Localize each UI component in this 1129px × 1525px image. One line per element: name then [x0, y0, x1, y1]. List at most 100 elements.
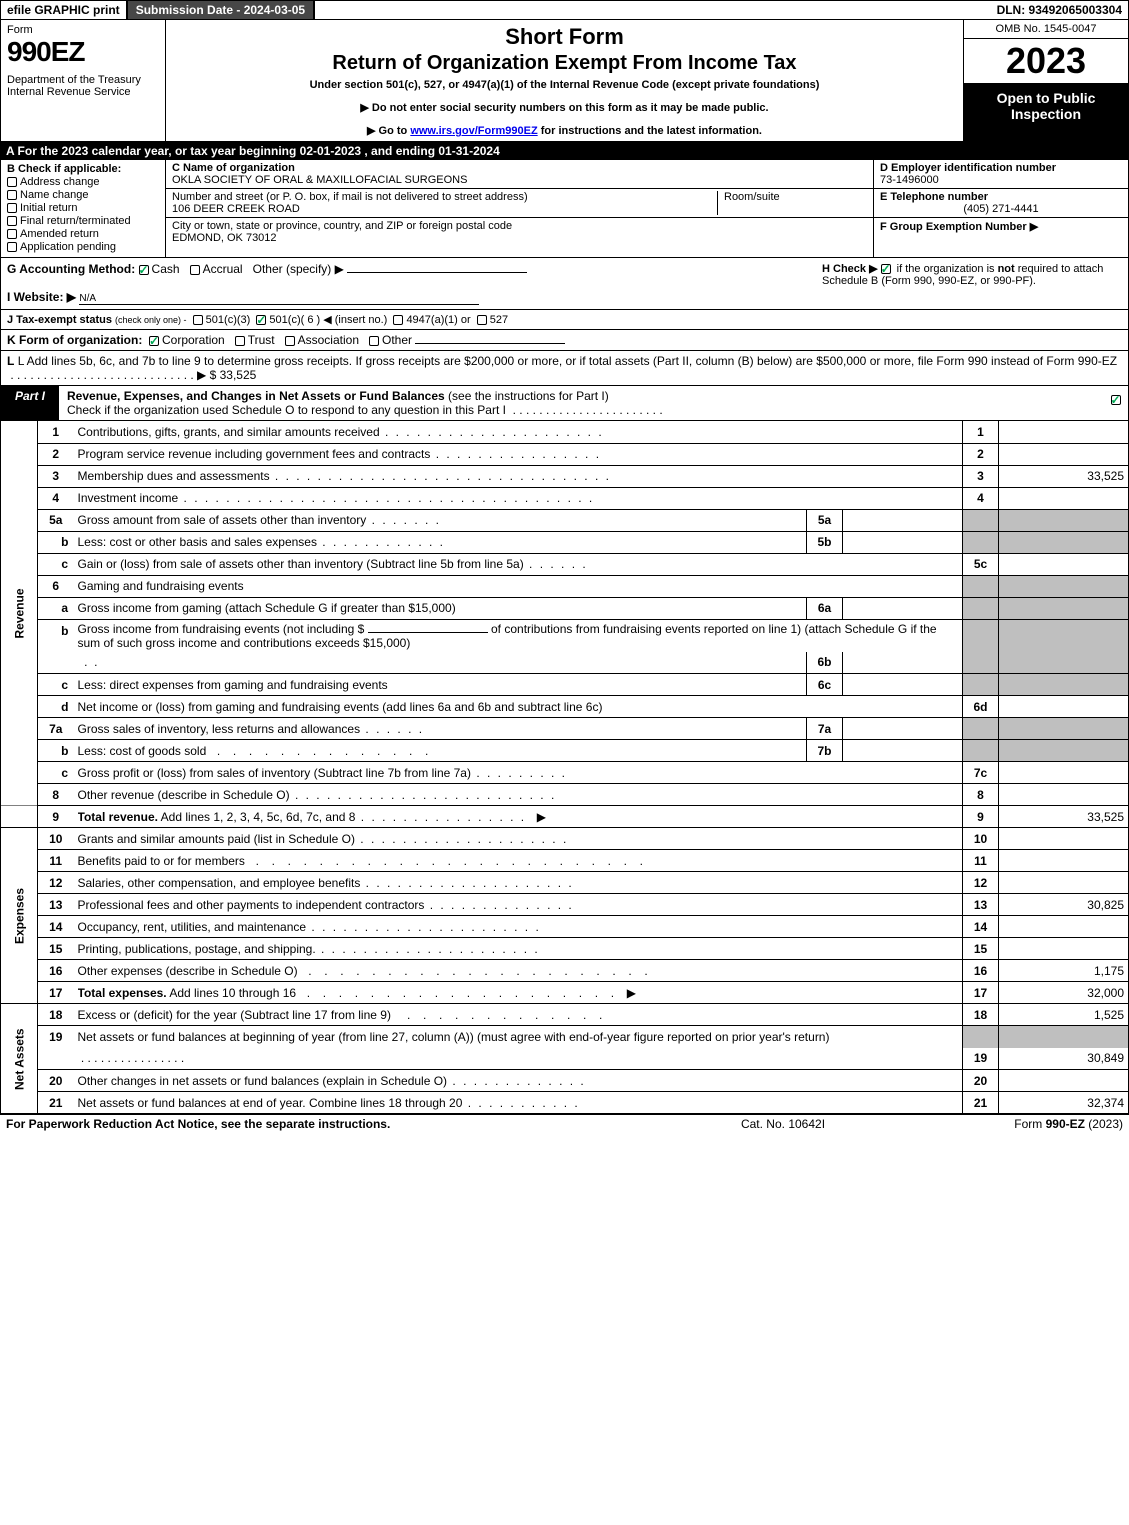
line-13: Professional fees and other payments to …: [78, 898, 425, 912]
line-6a: Gross income from gaming (attach Schedul…: [74, 597, 807, 619]
other-specify-input[interactable]: [347, 272, 527, 273]
top-bar: efile GRAPHIC print Submission Date - 20…: [0, 0, 1129, 20]
checkbox-4947[interactable]: [393, 315, 403, 325]
side-revenue: Revenue: [1, 421, 38, 806]
row-ghi: G Accounting Method: Cash Accrual Other …: [0, 258, 1129, 310]
val-11: [999, 850, 1129, 872]
checkbox-501c3[interactable]: [193, 315, 203, 325]
c-label: C Name of organization: [172, 162, 867, 174]
col-b-checkboxes: B Check if applicable: Address change Na…: [1, 160, 166, 257]
f-label: F Group Exemption Number ▶: [880, 220, 1122, 233]
line-11: Benefits paid to or for members: [78, 854, 245, 868]
org-name: OKLA SOCIETY OF ORAL & MAXILLOFACIAL SUR…: [172, 174, 867, 186]
val-14: [999, 916, 1129, 938]
val-4: [999, 487, 1129, 509]
line-5a: Gross amount from sale of assets other t…: [78, 513, 367, 527]
val-21: 32,374: [999, 1092, 1129, 1114]
e-label: E Telephone number: [880, 191, 1122, 203]
checkbox-association[interactable]: [285, 336, 295, 346]
line-7b: Less: cost of goods sold: [78, 744, 207, 758]
line-7a: Gross sales of inventory, less returns a…: [78, 722, 361, 736]
checkbox-527[interactable]: [477, 315, 487, 325]
line-5c: Gain or (loss) from sale of assets other…: [78, 557, 524, 571]
l-amount: $ 33,525: [210, 368, 257, 382]
form-header: Form 990EZ Department of the Treasury In…: [0, 20, 1129, 142]
omb-number: OMB No. 1545-0047: [964, 20, 1128, 39]
checkbox-initial-return[interactable]: [7, 203, 17, 213]
b-label: B Check if applicable:: [7, 163, 159, 175]
row-a-period: A For the 2023 calendar year, or tax yea…: [0, 142, 1129, 160]
form-subtitle: Under section 501(c), 527, or 4947(a)(1)…: [174, 79, 955, 91]
line-5b: Less: cost or other basis and sales expe…: [78, 535, 317, 549]
val-7c: [999, 762, 1129, 784]
val-2: [999, 443, 1129, 465]
j-label: J Tax-exempt status: [7, 314, 112, 326]
checkbox-name-change[interactable]: [7, 190, 17, 200]
no-ssn-note: ▶ Do not enter social security numbers o…: [174, 101, 955, 114]
checkbox-address-change[interactable]: [7, 177, 17, 187]
ein-value: 73-1496000: [880, 174, 1122, 186]
checkbox-amended-return[interactable]: [7, 229, 17, 239]
tax-year: 2023: [964, 39, 1128, 84]
val-10: [999, 828, 1129, 850]
line-6b-1: Gross income from fundraising events (no…: [78, 622, 365, 636]
row-l: L L Add lines 5b, 6c, and 7b to line 9 t…: [0, 351, 1129, 386]
col-def: D Employer identification number 73-1496…: [873, 160, 1128, 257]
form-title: Return of Organization Exempt From Incom…: [174, 52, 955, 75]
line-20: Other changes in net assets or fund bala…: [78, 1074, 448, 1088]
val-5c: [999, 553, 1129, 575]
line-2: Program service revenue including govern…: [78, 447, 431, 461]
footer-notice: For Paperwork Reduction Act Notice, see …: [6, 1117, 643, 1131]
irs-link[interactable]: www.irs.gov/Form990EZ: [410, 125, 537, 137]
line-15: Printing, publications, postage, and shi…: [78, 942, 316, 956]
department-label: Department of the Treasury Internal Reve…: [7, 74, 159, 98]
goto-note: ▶ Go to www.irs.gov/Form990EZ for instru…: [174, 124, 955, 137]
side-expenses: Expenses: [1, 828, 38, 1004]
row-k: K Form of organization: Corporation Trus…: [0, 330, 1129, 351]
checkbox-other-org[interactable]: [369, 336, 379, 346]
line-6c: Less: direct expenses from gaming and fu…: [74, 674, 807, 696]
line-6: Gaming and fundraising events: [74, 575, 963, 597]
checkbox-trust[interactable]: [235, 336, 245, 346]
footer-formref: Form 990-EZ (2023): [923, 1117, 1123, 1131]
val-12: [999, 872, 1129, 894]
k-label: K Form of organization:: [7, 333, 142, 347]
line-19: Net assets or fund balances at beginning…: [74, 1026, 963, 1048]
checkbox-application-pending[interactable]: [7, 242, 17, 252]
city-value: EDMOND, OK 73012: [172, 232, 867, 244]
checkbox-accrual[interactable]: [190, 265, 200, 275]
val-1: [999, 421, 1129, 443]
part-i-title: Revenue, Expenses, and Changes in Net As…: [59, 386, 1106, 420]
form-label: Form: [7, 24, 159, 36]
checkbox-501c[interactable]: [256, 315, 266, 325]
page-footer: For Paperwork Reduction Act Notice, see …: [0, 1114, 1129, 1133]
val-17: 32,000: [999, 982, 1129, 1004]
checkbox-corporation[interactable]: [149, 336, 159, 346]
website-value: N/A: [79, 293, 479, 305]
line-17a: Total expenses.: [78, 986, 167, 1000]
submission-date: Submission Date - 2024-03-05: [128, 1, 315, 19]
checkbox-h[interactable]: [881, 264, 891, 274]
d-label: D Employer identification number: [880, 162, 1122, 174]
val-9: 33,525: [999, 806, 1129, 828]
part-i-tab: Part I: [1, 386, 59, 420]
line-8: Other revenue (describe in Schedule O): [78, 788, 290, 802]
checkbox-schedule-o[interactable]: [1111, 395, 1121, 405]
line-10: Grants and similar amounts paid (list in…: [78, 832, 355, 846]
val-20: [999, 1070, 1129, 1092]
checkbox-cash[interactable]: [139, 265, 149, 275]
efile-label: efile GRAPHIC print: [1, 1, 128, 19]
street-label: Number and street (or P. O. box, if mail…: [172, 191, 717, 203]
line-7c: Gross profit or (loss) from sales of inv…: [78, 766, 471, 780]
row-j: J Tax-exempt status (check only one) - 5…: [0, 310, 1129, 330]
part-i-table: Revenue 1 Contributions, gifts, grants, …: [0, 421, 1129, 1114]
val-19: 30,849: [999, 1048, 1129, 1070]
short-form-title: Short Form: [174, 24, 955, 50]
header-middle: Short Form Return of Organization Exempt…: [166, 20, 963, 141]
line-3: Membership dues and assessments: [78, 469, 270, 483]
l-text: L Add lines 5b, 6c, and 7b to line 9 to …: [18, 354, 1117, 368]
val-16: 1,175: [999, 960, 1129, 982]
line-4: Investment income: [78, 491, 179, 505]
checkbox-final-return[interactable]: [7, 216, 17, 226]
line-21: Net assets or fund balances at end of ye…: [78, 1096, 463, 1110]
